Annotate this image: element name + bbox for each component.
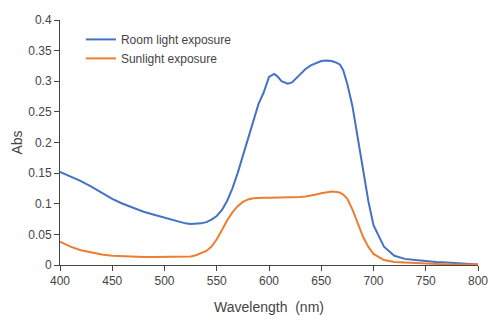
svg-text:600: 600 (259, 274, 279, 288)
svg-text:0.05: 0.05 (28, 228, 52, 242)
svg-text:0.25: 0.25 (28, 105, 52, 119)
svg-text:500: 500 (154, 274, 174, 288)
svg-text:0.35: 0.35 (28, 44, 52, 58)
svg-text:800: 800 (468, 274, 488, 288)
svg-text:0.4: 0.4 (35, 13, 52, 27)
svg-text:Room light exposure: Room light exposure (121, 33, 231, 47)
svg-text:0.15: 0.15 (28, 166, 52, 180)
svg-text:0.2: 0.2 (35, 136, 52, 150)
svg-text:700: 700 (363, 274, 383, 288)
svg-text:0.3: 0.3 (35, 74, 52, 88)
svg-text:650: 650 (311, 274, 331, 288)
svg-text:0.1: 0.1 (35, 197, 52, 211)
svg-text:Sunlight exposure: Sunlight exposure (121, 52, 217, 66)
svg-text:550: 550 (207, 274, 227, 288)
svg-text:Abs: Abs (9, 130, 25, 154)
svg-text:400: 400 (50, 274, 70, 288)
svg-text:0: 0 (45, 258, 52, 272)
svg-text:Wavelength (nm): Wavelength (nm) (214, 299, 324, 315)
svg-text:450: 450 (102, 274, 122, 288)
svg-text:750: 750 (416, 274, 436, 288)
